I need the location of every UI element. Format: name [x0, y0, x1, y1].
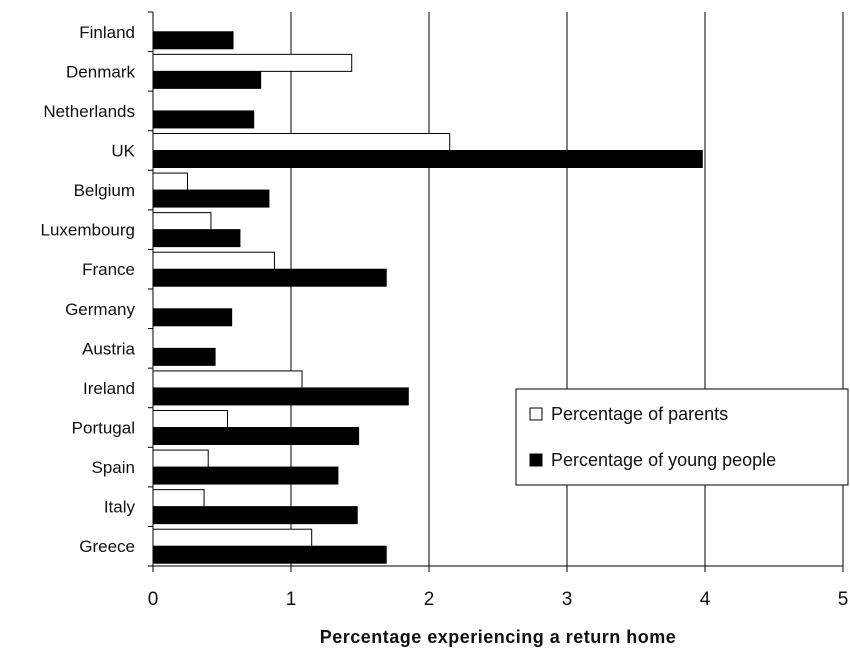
x-axis-title: Percentage experiencing a return home [320, 627, 677, 647]
bar-young-people [152, 268, 387, 287]
category-label: Belgium [74, 181, 135, 200]
bar-young-people [152, 110, 255, 129]
x-tick-label: 1 [286, 589, 297, 610]
category-label: Italy [104, 498, 136, 517]
bar-young-people [152, 427, 360, 445]
category-label: Austria [82, 339, 135, 358]
bar-parents [152, 133, 451, 151]
bar-young-people [152, 189, 270, 208]
bar-parents [152, 410, 229, 428]
legend-swatch [529, 407, 543, 421]
legend-items: Percentage of parents Percentage of young… [529, 404, 776, 470]
bars [152, 31, 703, 564]
category-label: UK [111, 142, 135, 161]
category-label: France [82, 260, 135, 279]
category-label: Spain [92, 458, 135, 477]
category-labels: Finland Denmark Netherlands UK Belgium Luxemb… [40, 23, 135, 556]
legend-label: Percentage of young people [551, 450, 776, 470]
x-tick-label: 0 [148, 589, 159, 610]
bar-parents [152, 53, 353, 72]
bar-parents [152, 251, 275, 270]
bar-young-people [152, 150, 703, 168]
category-label: Netherlands [43, 102, 135, 121]
legend-box [515, 388, 849, 486]
category-label: Greece [79, 537, 135, 556]
category-label: Portugal [72, 419, 135, 438]
x-tick-label: 5 [838, 589, 849, 610]
x-tick-label: 3 [562, 589, 573, 610]
x-tick-label: 2 [424, 589, 435, 610]
legend: Percentage of parents Percentage of young… [515, 388, 849, 486]
bar-young-people [152, 229, 241, 248]
x-tick-labels: 0 1 2 3 4 5 [148, 589, 849, 610]
bar-young-people [152, 545, 387, 564]
bar-parents [152, 528, 313, 547]
bar-parents [152, 489, 205, 508]
bar-parents [152, 172, 188, 191]
category-label: Denmark [66, 62, 135, 81]
axes [148, 11, 844, 572]
category-label: Germany [65, 300, 135, 319]
category-label: Luxembourg [40, 221, 135, 240]
x-tick-label: 4 [700, 589, 711, 610]
bar-young-people [152, 387, 409, 406]
bar-young-people [152, 466, 339, 485]
bar-parents [152, 449, 209, 468]
legend-label: Percentage of parents [551, 404, 728, 424]
bar-young-people [152, 347, 216, 366]
bar-young-people [152, 506, 358, 525]
category-label: Finland [79, 23, 135, 42]
bar-parents [152, 212, 212, 231]
bar-young-people [152, 31, 234, 50]
bar-parents [152, 370, 303, 389]
category-label: Ireland [83, 379, 135, 398]
bar-young-people [152, 308, 233, 327]
legend-swatch [529, 453, 543, 467]
bar-young-people [152, 70, 262, 89]
